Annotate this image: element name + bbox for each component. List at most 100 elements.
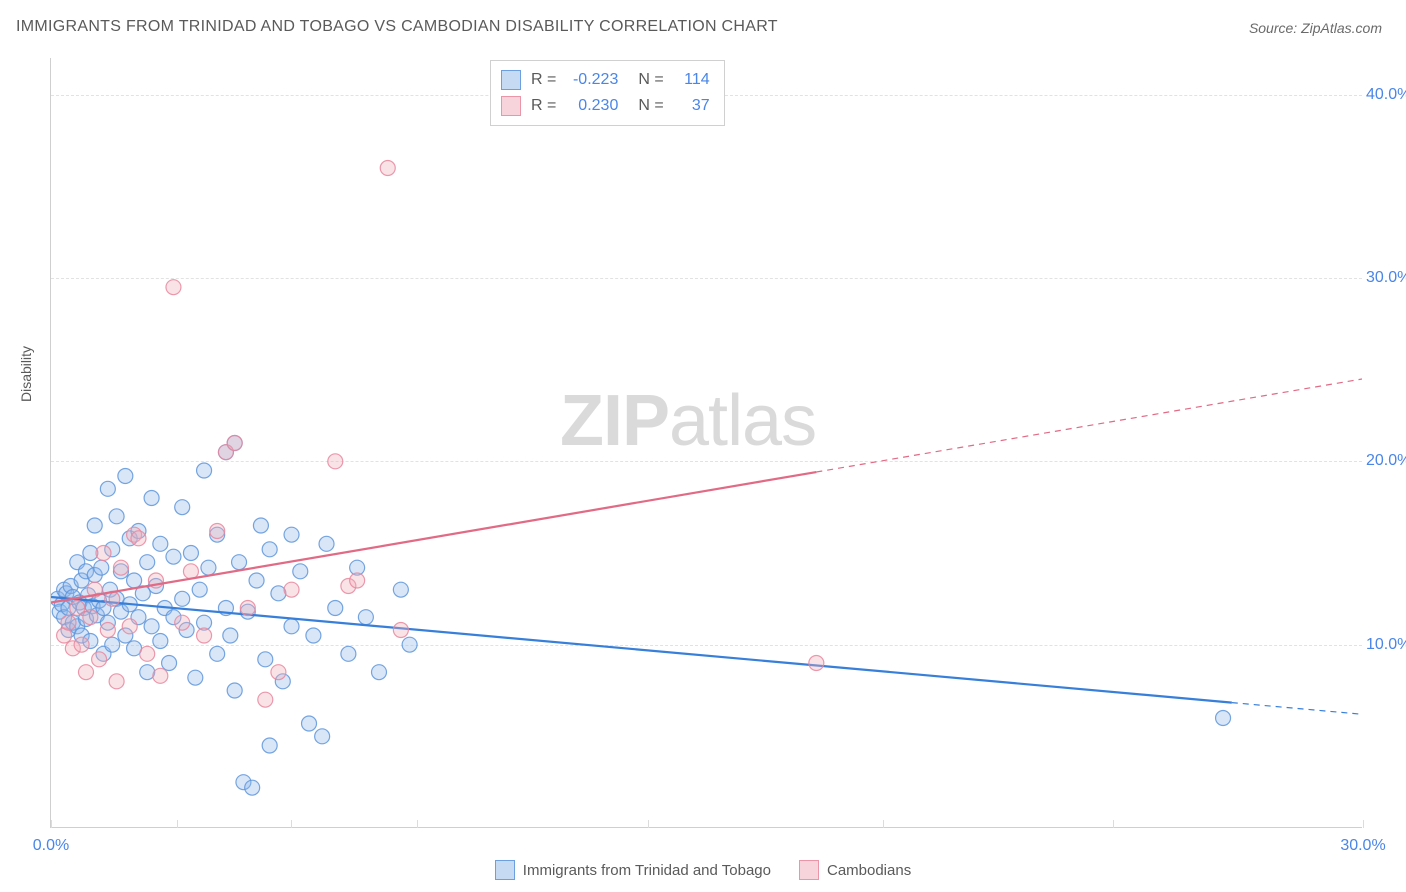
series-legend-label: Cambodians — [827, 862, 911, 879]
scatter-point-cambodian — [70, 601, 85, 616]
legend-swatch-icon — [495, 860, 515, 880]
scatter-point-trinidad — [201, 560, 216, 575]
source-name: ZipAtlas.com — [1301, 20, 1382, 36]
scatter-point-trinidad — [253, 518, 268, 533]
scatter-point-trinidad — [341, 646, 356, 661]
x-tick-label: 30.0% — [1340, 837, 1385, 855]
scatter-point-trinidad — [358, 610, 373, 625]
correlation-legend: R =-0.223N =114R =0.230N =37 — [490, 60, 725, 126]
scatter-point-trinidad — [402, 637, 417, 652]
scatter-point-trinidad — [302, 716, 317, 731]
series-legend-item-cambodian: Cambodians — [799, 860, 911, 880]
scatter-point-trinidad — [232, 555, 247, 570]
legend-r-label: R = — [531, 97, 556, 115]
scatter-point-cambodian — [284, 582, 299, 597]
scatter-point-trinidad — [258, 652, 273, 667]
legend-swatch-icon — [501, 96, 521, 116]
trendline-dashed-cambodian — [816, 379, 1362, 472]
scatter-point-trinidad — [227, 683, 242, 698]
chart-svg — [51, 58, 1362, 827]
scatter-point-cambodian — [109, 674, 124, 689]
scatter-point-cambodian — [380, 161, 395, 176]
scatter-point-trinidad — [100, 481, 115, 496]
plot-area: 10.0%20.0%30.0%40.0%0.0%30.0% — [50, 58, 1362, 828]
scatter-point-trinidad — [175, 591, 190, 606]
scatter-point-cambodian — [96, 546, 111, 561]
legend-swatch-icon — [799, 860, 819, 880]
x-tick-mark — [1363, 820, 1364, 828]
source-prefix: Source: — [1249, 20, 1301, 36]
scatter-point-cambodian — [61, 615, 76, 630]
scatter-point-trinidad — [249, 573, 264, 588]
y-tick-label: 20.0% — [1366, 452, 1406, 470]
series-legend-label: Immigrants from Trinidad and Tobago — [523, 862, 771, 879]
scatter-point-trinidad — [319, 536, 334, 551]
scatter-point-trinidad — [188, 670, 203, 685]
scatter-point-trinidad — [166, 549, 181, 564]
trendline-cambodian — [51, 472, 816, 602]
scatter-point-cambodian — [92, 652, 107, 667]
scatter-point-cambodian — [240, 601, 255, 616]
scatter-point-cambodian — [197, 628, 212, 643]
scatter-point-cambodian — [393, 623, 408, 638]
series-legend-item-trinidad: Immigrants from Trinidad and Tobago — [495, 860, 771, 880]
scatter-point-cambodian — [131, 531, 146, 546]
scatter-point-trinidad — [197, 463, 212, 478]
scatter-point-cambodian — [183, 564, 198, 579]
scatter-point-cambodian — [271, 665, 286, 680]
scatter-point-cambodian — [809, 656, 824, 671]
y-axis-title: Disability — [18, 346, 34, 402]
scatter-point-cambodian — [122, 619, 137, 634]
legend-n-label: N = — [638, 71, 663, 89]
scatter-point-cambodian — [83, 610, 98, 625]
scatter-point-trinidad — [183, 546, 198, 561]
scatter-point-trinidad — [306, 628, 321, 643]
scatter-point-cambodian — [210, 524, 225, 539]
scatter-point-cambodian — [166, 280, 181, 295]
scatter-point-cambodian — [328, 454, 343, 469]
corr-legend-row-trinidad: R = -0.223 N = 114 — [501, 67, 710, 93]
scatter-point-trinidad — [328, 601, 343, 616]
scatter-point-trinidad — [372, 665, 387, 680]
scatter-point-trinidad — [223, 628, 238, 643]
scatter-point-trinidad — [87, 518, 102, 533]
scatter-point-trinidad — [210, 646, 225, 661]
scatter-point-trinidad — [284, 619, 299, 634]
source-label: Source: ZipAtlas.com — [1249, 20, 1382, 36]
scatter-point-trinidad — [105, 637, 120, 652]
scatter-point-cambodian — [227, 436, 242, 451]
legend-r-label: R = — [531, 71, 556, 89]
scatter-point-cambodian — [175, 615, 190, 630]
y-tick-label: 40.0% — [1366, 86, 1406, 104]
series-legend: Immigrants from Trinidad and Tobago Cambo… — [0, 860, 1406, 880]
scatter-point-cambodian — [153, 668, 168, 683]
legend-r-value: -0.223 — [566, 71, 618, 89]
scatter-point-cambodian — [258, 692, 273, 707]
scatter-point-trinidad — [293, 564, 308, 579]
y-tick-label: 10.0% — [1366, 636, 1406, 654]
scatter-point-trinidad — [118, 469, 133, 484]
scatter-point-trinidad — [94, 560, 109, 575]
scatter-point-trinidad — [175, 500, 190, 515]
trendline-dashed-trinidad — [1232, 703, 1362, 715]
scatter-point-trinidad — [315, 729, 330, 744]
scatter-point-trinidad — [192, 582, 207, 597]
scatter-point-trinidad — [144, 491, 159, 506]
legend-n-label: N = — [638, 97, 663, 115]
scatter-point-trinidad — [162, 656, 177, 671]
legend-r-value: 0.230 — [566, 97, 618, 115]
scatter-point-cambodian — [78, 665, 93, 680]
scatter-point-trinidad — [153, 634, 168, 649]
scatter-point-trinidad — [262, 542, 277, 557]
y-tick-label: 30.0% — [1366, 269, 1406, 287]
scatter-point-cambodian — [350, 573, 365, 588]
scatter-point-cambodian — [100, 623, 115, 638]
legend-n-value: 114 — [674, 71, 710, 89]
scatter-point-trinidad — [284, 527, 299, 542]
chart-title: IMMIGRANTS FROM TRINIDAD AND TOBAGO VS C… — [16, 18, 778, 36]
scatter-point-trinidad — [245, 780, 260, 795]
scatter-point-trinidad — [140, 555, 155, 570]
scatter-point-trinidad — [109, 509, 124, 524]
scatter-point-trinidad — [144, 619, 159, 634]
scatter-point-cambodian — [74, 637, 89, 652]
